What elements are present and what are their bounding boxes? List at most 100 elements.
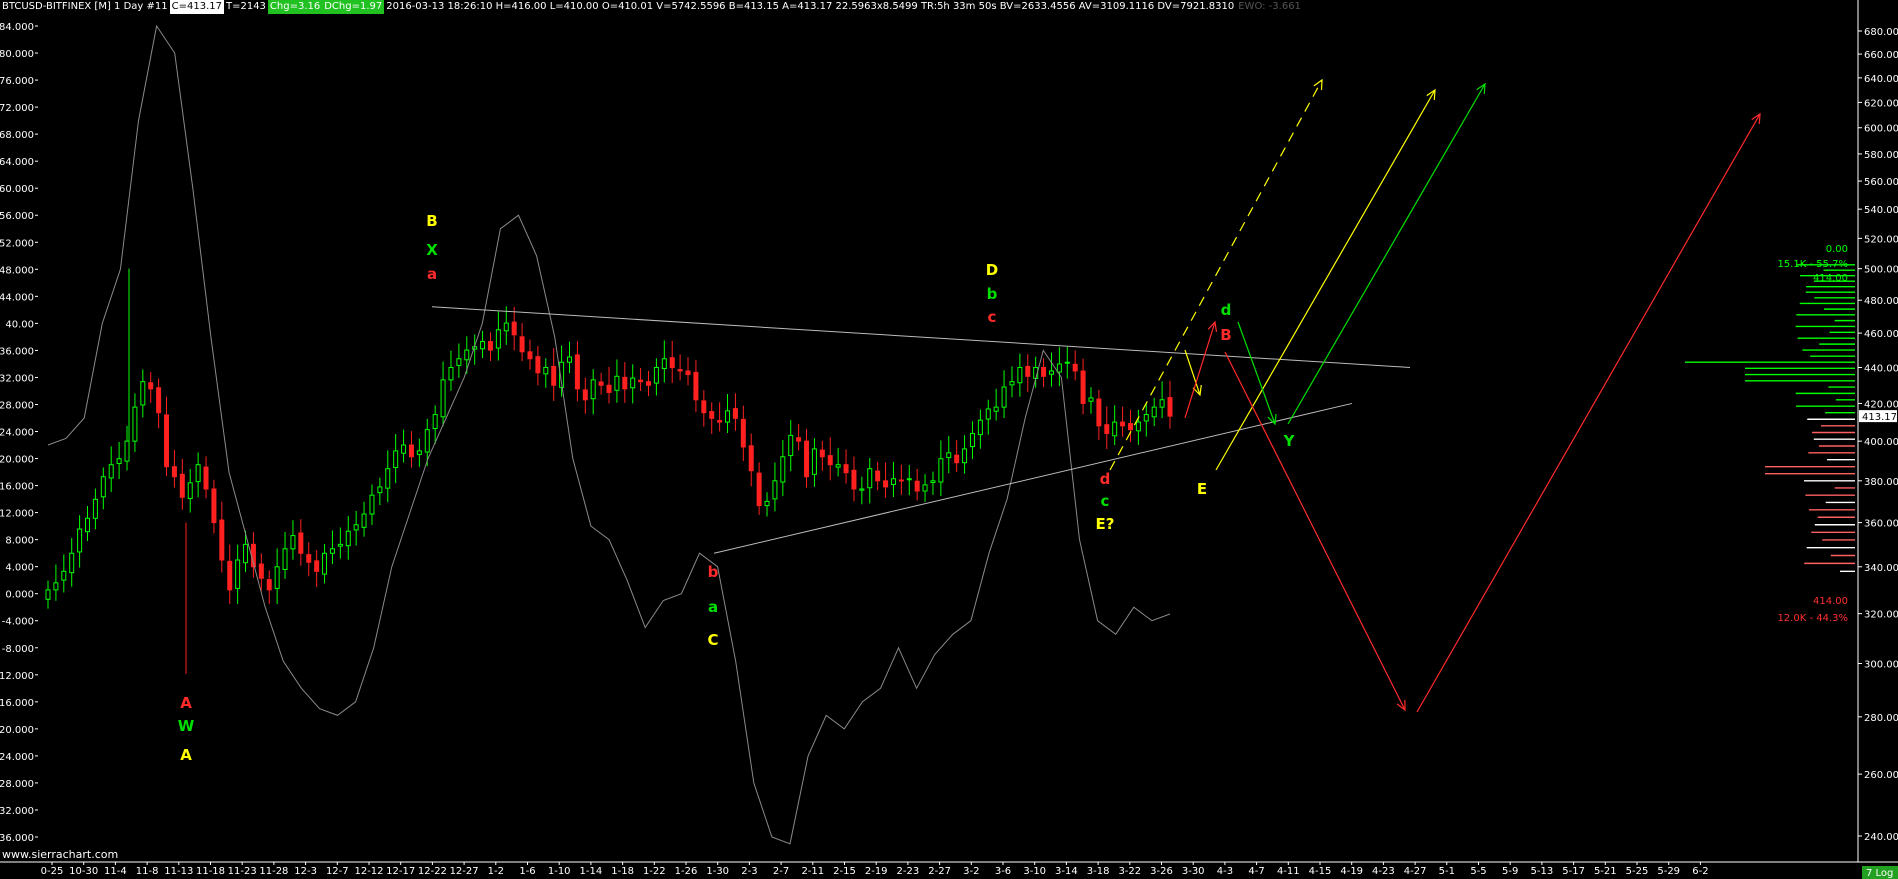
candle-body: [92, 498, 98, 519]
time-tick-label: 2-19: [865, 866, 888, 877]
log-badge: [1862, 866, 1898, 879]
candle-body: [401, 444, 407, 454]
price-tick-label: 280.00: [1864, 713, 1898, 724]
wave-label: W: [178, 717, 195, 735]
candle-body: [116, 458, 122, 465]
candle-body: [1135, 421, 1141, 432]
candle-body: [448, 366, 454, 381]
osc-tick-label: 84.000: [0, 22, 34, 33]
price-tick-label: 360.00: [1864, 519, 1898, 530]
candle-body: [1064, 361, 1070, 364]
candle-body: [77, 528, 83, 553]
candle-body: [290, 535, 296, 550]
candle-body: [187, 482, 193, 499]
candle-body: [764, 500, 770, 507]
candle-body: [938, 458, 944, 483]
wave-label: c: [1101, 492, 1110, 510]
candle-body: [598, 381, 604, 386]
osc-tick-label: 80.000: [0, 49, 34, 60]
candle-body: [440, 379, 446, 418]
price-tick-label: 580.00: [1864, 150, 1898, 161]
candle-body: [53, 582, 59, 591]
time-tick-label: 2-7: [773, 866, 789, 877]
time-tick-label: 4-23: [1372, 866, 1395, 877]
vp-zero-label: 0.00: [1826, 244, 1848, 255]
candle-body: [235, 559, 241, 589]
candle-body: [353, 524, 359, 531]
time-tick-label: 2-27: [928, 866, 951, 877]
candle-body: [993, 406, 999, 412]
projection-green-up-head: [1476, 82, 1486, 95]
time-tick-label: 2-3: [741, 866, 757, 877]
candle-body: [393, 450, 399, 468]
projection-green-down-head: [1267, 413, 1277, 426]
price-tick-label: 340.00: [1864, 563, 1898, 574]
candle-body: [883, 480, 889, 488]
candle-body: [1143, 414, 1149, 422]
candle-body: [124, 440, 130, 462]
candle-body: [408, 444, 414, 458]
candle-body: [693, 371, 699, 401]
candle-body: [1088, 397, 1094, 402]
vp-up-label: 15.1K - 55.7%: [1777, 259, 1848, 270]
candle-body: [361, 513, 367, 528]
candle-body: [669, 357, 675, 368]
osc-tick-label: -12.000: [0, 671, 34, 682]
price-tick-label: 680.00: [1864, 27, 1898, 38]
candle-body: [1001, 386, 1007, 408]
osc-tick-label: 48.000: [0, 265, 34, 276]
candle-body: [1120, 421, 1126, 427]
osc-tick-label: 68.000: [0, 130, 34, 141]
time-tick-label: 4-15: [1309, 866, 1332, 877]
time-tick-label: 5-5: [1470, 866, 1486, 877]
candle-body: [867, 468, 873, 489]
osc-tick-label: -8.000: [2, 644, 34, 655]
candle-body: [819, 449, 825, 458]
osc-tick-label: -20.000: [0, 725, 34, 736]
osc-tick-label: -4.000: [2, 617, 34, 628]
projection-yellow-up-head: [1426, 88, 1436, 101]
time-tick-label: 4-3: [1217, 866, 1233, 877]
candle-body: [495, 329, 501, 349]
current-price-badge: [1859, 410, 1897, 423]
projection-yellow-down-head: [1192, 385, 1202, 397]
candle-body: [266, 579, 272, 591]
wave-label: a: [427, 265, 437, 283]
candle-body: [756, 472, 762, 507]
candle-body: [464, 349, 470, 361]
time-tick-label: 5-17: [1562, 866, 1585, 877]
candle-body: [796, 437, 802, 442]
osc-tick-label: 36.000: [0, 346, 34, 357]
candle-body: [337, 543, 343, 547]
time-tick-label: 3-14: [1055, 866, 1078, 877]
projection-dashed-yellow: [1109, 79, 1323, 471]
candle-body: [906, 478, 912, 481]
wave-label: b: [987, 285, 998, 303]
current-price-text: 413.17: [1862, 412, 1897, 423]
projection-yellow-up: [1215, 89, 1436, 471]
candle-body: [243, 543, 249, 564]
candle-body: [179, 473, 185, 498]
header-symbol: BTCUSD-BITFINEX [M] 1 Day #11: [2, 1, 168, 12]
candle-body: [322, 552, 328, 575]
price-tick-label: 540.00: [1864, 205, 1898, 216]
time-tick-label: 5-1: [1439, 866, 1455, 877]
time-tick-label: 1-26: [675, 866, 698, 877]
candle-body: [377, 486, 383, 494]
osc-tick-label: 4.000: [5, 563, 34, 574]
candle-body: [559, 361, 565, 388]
candle-body: [61, 570, 67, 581]
chart-header: BTCUSD-BITFINEX [M] 1 Day #11 C=413.17 T…: [0, 0, 1303, 14]
wave-label: B: [426, 212, 437, 230]
candle-body: [677, 369, 683, 372]
candle-body: [298, 532, 304, 554]
price-tick-label: 420.00: [1864, 399, 1898, 410]
candle-body: [274, 566, 280, 589]
candle-body: [875, 470, 881, 482]
candle-body: [432, 414, 438, 430]
wave-label: b: [708, 563, 719, 581]
candle-body: [1056, 363, 1062, 373]
candle-body: [227, 560, 233, 591]
projection-red-long-up-head: [1751, 112, 1761, 125]
